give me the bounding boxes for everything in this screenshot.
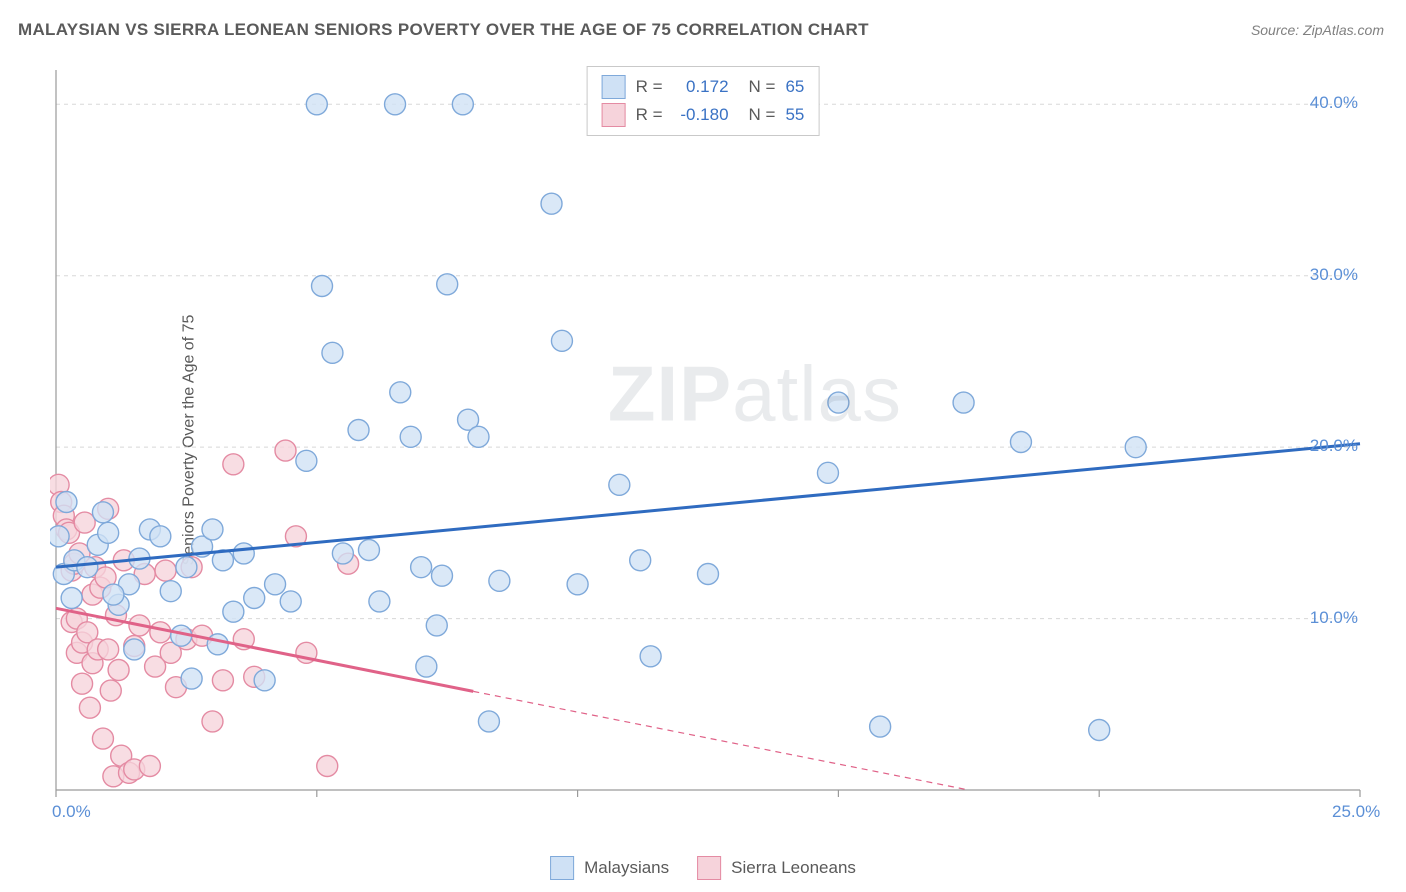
legend-n-label: N = bbox=[749, 77, 776, 97]
legend-swatch bbox=[550, 856, 574, 880]
legend-series-label: Sierra Leoneans bbox=[731, 858, 856, 878]
legend-r-value: 0.172 bbox=[673, 77, 729, 97]
y-tick-label: 10.0% bbox=[1310, 608, 1358, 628]
y-tick-label: 20.0% bbox=[1310, 436, 1358, 456]
legend-r-value: -0.180 bbox=[673, 105, 729, 125]
x-tick-label: 25.0% bbox=[1332, 802, 1380, 822]
legend-swatch bbox=[697, 856, 721, 880]
y-tick-label: 40.0% bbox=[1310, 93, 1358, 113]
chart-area: Seniors Poverty Over the Age of 75 ZIPat… bbox=[50, 60, 1380, 820]
source-attribution: Source: ZipAtlas.com bbox=[1251, 22, 1384, 38]
x-tick-label: 0.0% bbox=[52, 802, 91, 822]
legend-swatch bbox=[602, 103, 626, 127]
legend-n-value: 65 bbox=[785, 77, 804, 97]
y-tick-label: 30.0% bbox=[1310, 265, 1358, 285]
series-legend: Malaysians Sierra Leoneans bbox=[550, 856, 856, 880]
legend-item: Malaysians bbox=[550, 856, 669, 880]
legend-r-label: R = bbox=[636, 105, 663, 125]
legend-row: R = -0.180 N = 55 bbox=[602, 101, 805, 129]
legend-swatch bbox=[602, 75, 626, 99]
correlation-legend: R = 0.172 N = 65 R = -0.180 N = 55 bbox=[587, 66, 820, 136]
chart-title: MALAYSIAN VS SIERRA LEONEAN SENIORS POVE… bbox=[18, 20, 869, 40]
legend-series-label: Malaysians bbox=[584, 858, 669, 878]
legend-row: R = 0.172 N = 65 bbox=[602, 73, 805, 101]
legend-item: Sierra Leoneans bbox=[697, 856, 856, 880]
legend-n-label: N = bbox=[749, 105, 776, 125]
legend-r-label: R = bbox=[636, 77, 663, 97]
scatter-plot-svg bbox=[50, 60, 1380, 820]
legend-n-value: 55 bbox=[785, 105, 804, 125]
